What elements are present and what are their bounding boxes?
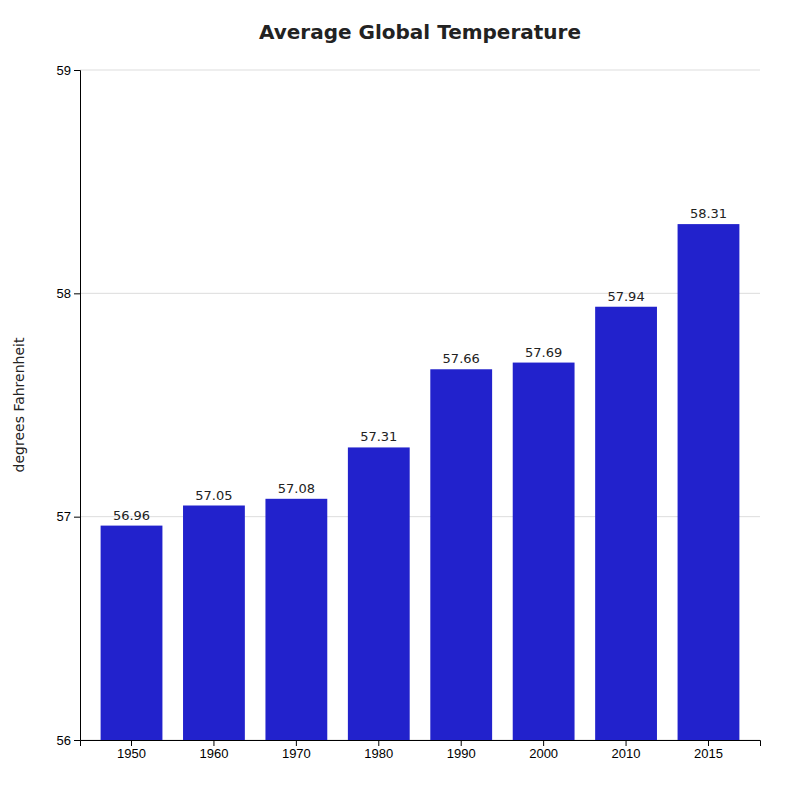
x-tick-label: 1960 (199, 746, 228, 761)
x-tick-mark (296, 740, 297, 746)
bar (348, 447, 410, 740)
y-axis: 56 57 58 59 (57, 63, 81, 748)
y-tick: 56 (57, 733, 80, 748)
x-tick: 1990 (447, 740, 476, 761)
y-axis-title: degrees Fahrenheit (11, 337, 27, 472)
plot-area: 56.96 57.05 57.08 57.31 57.66 57.69 57.94 58.31… (57, 63, 761, 762)
y-tick-label: 56 (57, 733, 71, 748)
grid-line (80, 516, 760, 517)
data-labels: 56.96 57.05 57.08 57.31 57.66 57.69 57.94 58.31 (113, 206, 727, 522)
y-tick-mark (74, 517, 80, 518)
bars (101, 224, 740, 740)
y-tick-mark (74, 740, 80, 741)
y-tick: 58 (57, 286, 80, 301)
x-tick-label: 1970 (282, 746, 311, 761)
x-tick-label: 2015 (694, 746, 723, 761)
x-tick-label: 2000 (529, 746, 558, 761)
x-axis-line (81, 741, 761, 747)
x-tick: 1960 (199, 740, 228, 761)
y-tick: 59 (57, 63, 80, 78)
data-label: 56.96 (113, 508, 150, 523)
x-tick-mark (213, 740, 214, 746)
x-tick-label: 1980 (364, 746, 393, 761)
y-tick-mark (74, 293, 80, 294)
bar (678, 224, 740, 740)
data-label: 57.31 (360, 429, 397, 444)
x-tick-label: 1990 (447, 746, 476, 761)
chart-title: Average Global Temperature (259, 20, 581, 44)
x-tick: 1970 (282, 740, 311, 761)
x-tick: 2010 (612, 740, 641, 761)
data-label: 57.05 (195, 488, 232, 503)
y-axis-line (74, 71, 81, 741)
x-tick: 1980 (364, 740, 393, 761)
x-tick-mark (131, 740, 132, 746)
bar (513, 363, 575, 740)
chart-svg: 56.96 57.05 57.08 57.31 57.66 57.69 57.94 58.31… (0, 0, 800, 800)
y-tick-label: 58 (57, 286, 71, 301)
data-label: 57.08 (278, 481, 315, 496)
bar (183, 506, 245, 741)
data-label: 57.66 (443, 351, 480, 366)
data-label: 57.69 (525, 345, 562, 360)
bar (430, 369, 492, 740)
grid-line (80, 293, 760, 294)
x-axis: 1950 1960 1970 1980 1990 2000 2010 2015 (81, 740, 761, 761)
x-tick-label: 1950 (117, 746, 146, 761)
x-tick: 2015 (694, 740, 723, 761)
x-tick: 2000 (529, 740, 558, 761)
x-tick-label: 2010 (612, 746, 641, 761)
y-tick-label: 59 (57, 63, 71, 78)
grid-line (80, 70, 760, 71)
x-tick-mark (626, 740, 627, 746)
x-tick-mark (461, 740, 462, 746)
y-tick-mark (74, 70, 80, 71)
x-tick: 1950 (117, 740, 146, 761)
bar (101, 526, 163, 740)
data-label: 57.94 (607, 289, 644, 304)
y-tick: 57 (57, 509, 80, 524)
x-tick-mark (543, 740, 544, 746)
y-tick-label: 57 (57, 509, 71, 524)
data-label: 58.31 (690, 206, 727, 221)
x-tick-mark (708, 740, 709, 746)
bar (265, 499, 327, 740)
x-tick-mark (378, 740, 379, 746)
bar (595, 307, 657, 740)
grid (80, 70, 760, 740)
